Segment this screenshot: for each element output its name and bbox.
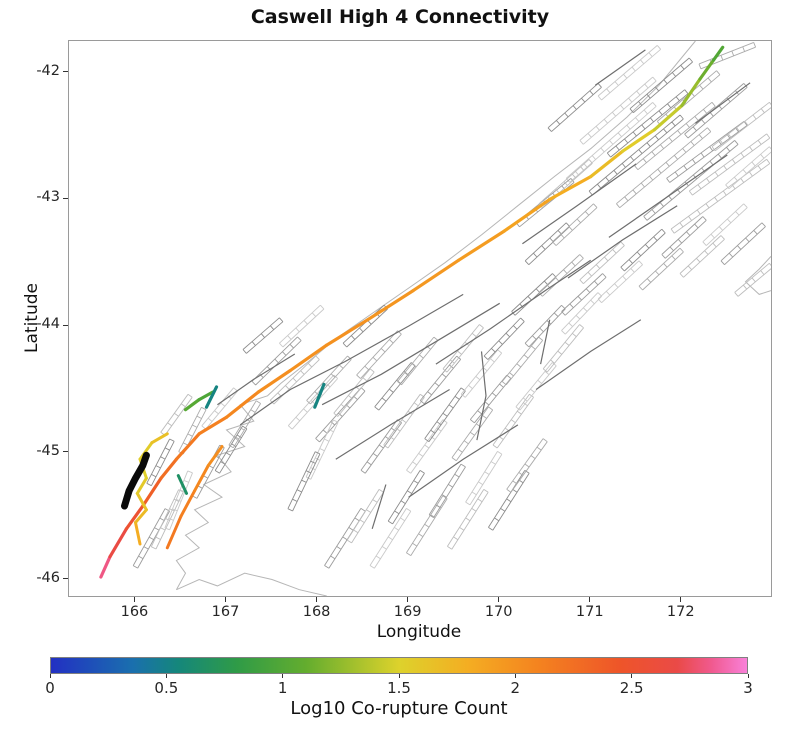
x-tick-label: 166	[120, 604, 149, 620]
x-tick-label: 169	[393, 604, 422, 620]
map-canvas	[99, 41, 771, 596]
y-tick-label: -42	[36, 62, 60, 79]
plot-area	[68, 40, 772, 597]
colorbar-tick-label: 1	[277, 679, 288, 697]
x-tickmark	[589, 597, 591, 602]
colorbar-gradient	[50, 657, 748, 674]
colorbar-tickmark	[631, 674, 633, 678]
x-tick-label: 168	[302, 604, 331, 620]
colorbar-tick-label: 2	[510, 679, 521, 697]
y-tickmark	[63, 578, 68, 580]
y-tickmark	[63, 71, 68, 73]
y-tick-label: -43	[36, 189, 60, 206]
colorbar-tickmark	[747, 674, 749, 678]
x-tickmark	[680, 597, 682, 602]
x-tick-label: 172	[666, 604, 695, 620]
y-tickmark	[63, 324, 68, 326]
x-tick-label: 170	[484, 604, 513, 620]
colorbar-tickmark	[49, 674, 51, 678]
x-tick-label: 171	[575, 604, 604, 620]
colorbar-tick-label: 0.5	[154, 679, 179, 697]
x-tickmark	[498, 597, 500, 602]
x-tick-label: 167	[211, 604, 240, 620]
chart-title: Caswell High 4 Connectivity	[250, 6, 550, 28]
colorbar-tickmark	[398, 674, 400, 678]
y-tick-label: -46	[36, 569, 60, 586]
colorbar-tick-label: 3	[743, 679, 753, 697]
x-tickmark	[407, 597, 409, 602]
colorbar-tickmark	[514, 674, 516, 678]
colorbar-tick-label: 0	[45, 679, 55, 697]
y-tickmark	[63, 451, 68, 453]
colorbar-tickmark	[165, 674, 167, 678]
x-tickmark	[133, 597, 135, 602]
x-tickmark	[316, 597, 318, 602]
y-tick-label: -44	[36, 316, 60, 333]
y-tick-label: -45	[36, 442, 60, 459]
colorbar-tick-label: 1.5	[387, 679, 411, 697]
colorbar-label: Log10 Co-rupture Count	[290, 698, 508, 719]
colorbar-tick-label: 2.5	[619, 679, 644, 697]
x-tickmark	[225, 597, 227, 602]
colorbar-tickmark	[282, 674, 284, 678]
y-tickmark	[63, 197, 68, 199]
x-axis-label: Longitude	[376, 622, 462, 642]
